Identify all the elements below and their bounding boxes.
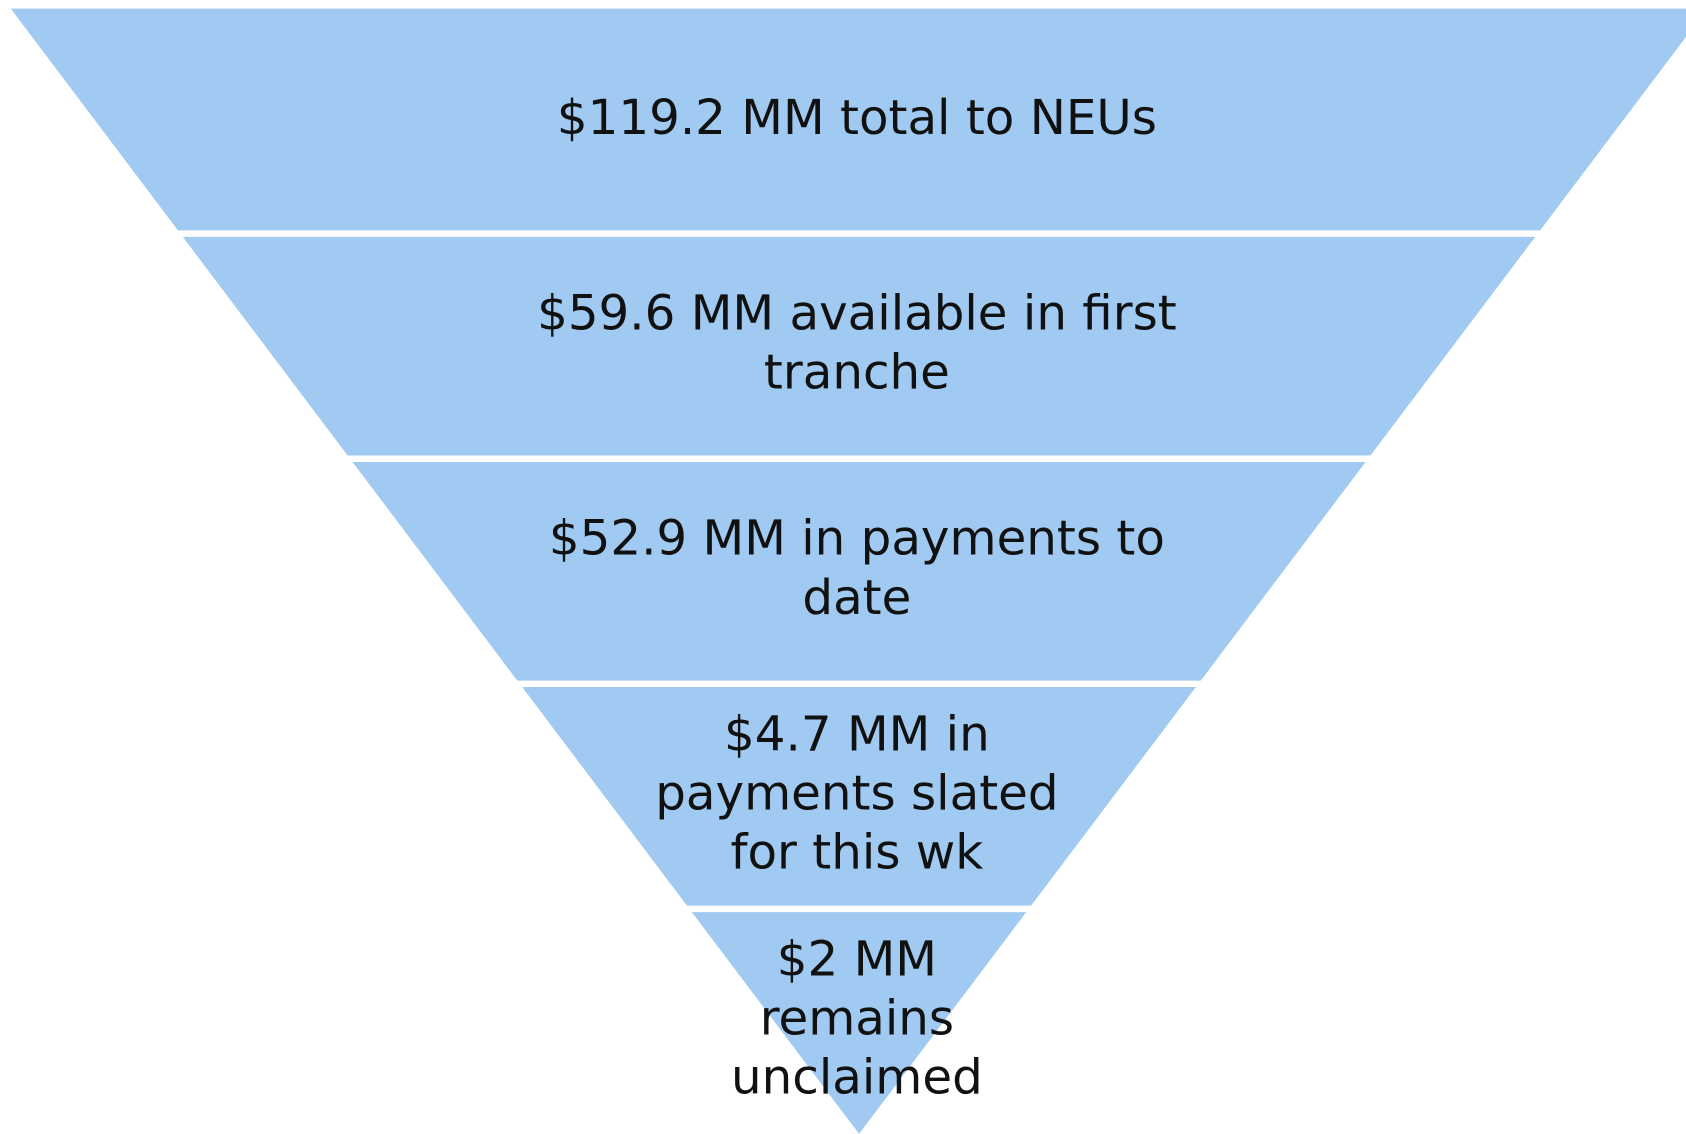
funnel-level [352, 461, 1366, 681]
level-label: $4.7 MM in [724, 706, 990, 762]
funnel-level [10, 8, 1686, 231]
funnel-level [522, 687, 1196, 906]
level-label: $2 MM [777, 931, 937, 987]
level-label: unclaimed [731, 1049, 983, 1105]
level-label: $52.9 MM in payments to [549, 511, 1165, 567]
level-label: for this wk [730, 824, 983, 880]
funnel: $119.2 MM total to NEUs $59.6 MM availabl… [10, 8, 1686, 1134]
level-label: date [802, 570, 911, 626]
level-label: tranche [764, 345, 950, 401]
level-label: $59.6 MM available in first [537, 286, 1177, 342]
level-label: $119.2 MM total to NEUs [557, 90, 1157, 146]
funnel-level [691, 912, 1027, 1134]
funnel-level [182, 236, 1536, 456]
level-label: payments slated [655, 765, 1058, 821]
level-label: remains [760, 990, 954, 1046]
